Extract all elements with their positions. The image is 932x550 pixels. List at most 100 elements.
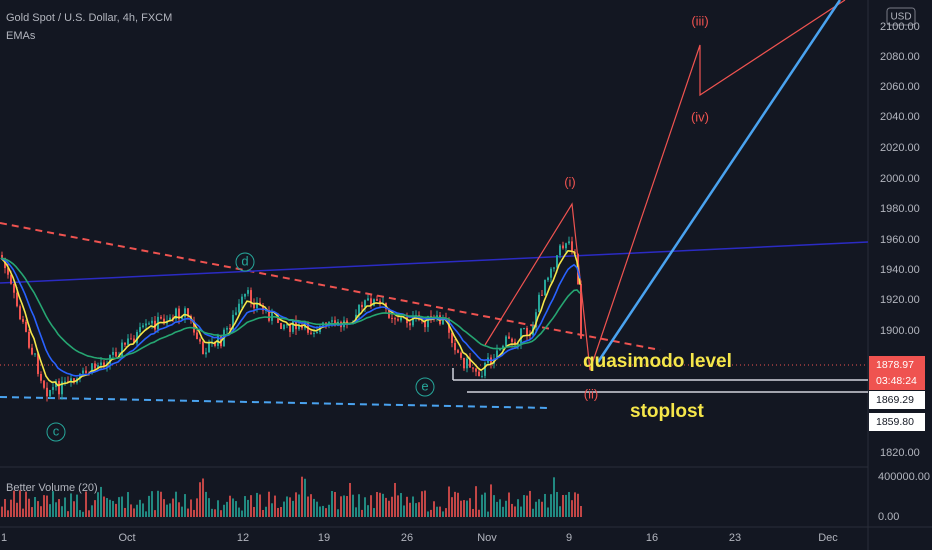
candle-body xyxy=(175,308,177,319)
candle-body xyxy=(442,318,444,325)
volume-bar xyxy=(142,503,144,517)
volume-bar xyxy=(241,510,243,517)
volume-bar xyxy=(514,506,516,517)
candle-body xyxy=(142,325,144,328)
candle-body xyxy=(232,314,234,330)
time-axis-label: 12 xyxy=(237,532,249,544)
volume-bar xyxy=(25,491,27,517)
volume-bar xyxy=(490,484,492,517)
volume-bar xyxy=(505,500,507,517)
candle-body xyxy=(538,294,540,313)
volume-bar xyxy=(436,506,438,517)
volume-bar xyxy=(214,509,216,517)
volume-bar xyxy=(166,504,168,517)
candle-body xyxy=(13,283,15,293)
candle-body xyxy=(73,378,75,383)
candle-body xyxy=(400,317,402,321)
candle-body xyxy=(64,381,66,383)
volume-bar xyxy=(40,506,42,517)
volume-bar xyxy=(10,499,12,517)
projection-line xyxy=(596,0,842,363)
volume-bar xyxy=(13,490,15,517)
volume-bar xyxy=(451,497,453,517)
price-tag xyxy=(869,372,925,390)
candle-body xyxy=(535,312,537,327)
candle-body xyxy=(502,345,504,349)
volume-bar xyxy=(52,491,54,517)
volume-bar xyxy=(235,501,237,517)
candle-body xyxy=(268,309,270,321)
volume-bar xyxy=(532,508,534,517)
candle-body xyxy=(427,315,429,328)
volume-bar xyxy=(460,500,462,517)
volume-bar xyxy=(370,495,372,517)
candle-body xyxy=(346,320,348,324)
candles xyxy=(0,236,582,402)
price-tag-label: 03:48:24 xyxy=(876,375,917,387)
candle-body xyxy=(241,296,243,304)
volume-bar xyxy=(559,506,561,517)
volume-bar xyxy=(445,508,447,517)
volume-bar xyxy=(97,492,99,517)
price-axis-label: 2080.00 xyxy=(880,51,920,63)
wave-label: (ii) xyxy=(584,386,598,401)
candle-body xyxy=(94,363,96,369)
candle-body xyxy=(70,378,72,382)
volume-bar xyxy=(529,490,531,517)
volume-bar xyxy=(430,509,432,517)
candle-body xyxy=(424,320,426,328)
candle-body xyxy=(244,293,246,297)
volume-bar xyxy=(196,498,198,517)
volume-bar xyxy=(49,504,51,517)
drawings xyxy=(0,0,916,442)
candle-body xyxy=(310,332,312,334)
candle-body xyxy=(562,245,564,249)
candle-body xyxy=(238,303,240,313)
volume-bar xyxy=(304,478,306,517)
candle-body xyxy=(208,343,210,353)
wave-label: (iii) xyxy=(691,13,708,28)
candle-body xyxy=(196,332,198,340)
price-axis-label: 1900.00 xyxy=(880,325,920,337)
volume-bar xyxy=(571,500,573,517)
volume-bar xyxy=(187,508,189,517)
candle-body xyxy=(331,320,333,322)
volume-bar xyxy=(64,497,66,517)
volume-axis-label: 400000.00 xyxy=(878,471,930,483)
candle-body xyxy=(16,292,18,307)
candle-body xyxy=(475,368,477,372)
candle-body xyxy=(409,323,411,326)
volume-bar xyxy=(310,494,312,517)
candle-body xyxy=(91,363,93,374)
candle-body xyxy=(229,327,231,330)
volume-bar xyxy=(232,498,234,517)
candle-body xyxy=(286,324,288,326)
volume-bar xyxy=(1,506,3,517)
volume-bar xyxy=(493,495,495,517)
candle-body xyxy=(316,332,318,334)
volume-bar xyxy=(259,494,261,517)
candle-body xyxy=(550,268,552,278)
ema-line xyxy=(0,257,581,361)
volume-bar xyxy=(256,492,258,517)
candle-body xyxy=(28,331,30,348)
candle-body xyxy=(130,338,132,340)
currency-label: USD xyxy=(890,12,911,23)
volume-bar xyxy=(109,499,111,517)
volume-bar xyxy=(46,495,48,517)
volume-bar xyxy=(43,495,45,517)
candle-body xyxy=(25,321,27,332)
volume-bar xyxy=(262,509,264,517)
volume-bar xyxy=(481,494,483,517)
candle-body xyxy=(103,362,105,366)
annotation: quasimodo level xyxy=(583,351,732,372)
candle-body xyxy=(499,348,501,351)
volume-bar xyxy=(70,493,72,517)
candle-body xyxy=(253,303,255,309)
volume-bar xyxy=(361,509,363,517)
volume-bar xyxy=(475,486,477,517)
volume-bar xyxy=(562,494,564,517)
candle-body xyxy=(520,328,522,344)
candle-body xyxy=(52,387,54,390)
candle-body xyxy=(361,304,363,308)
